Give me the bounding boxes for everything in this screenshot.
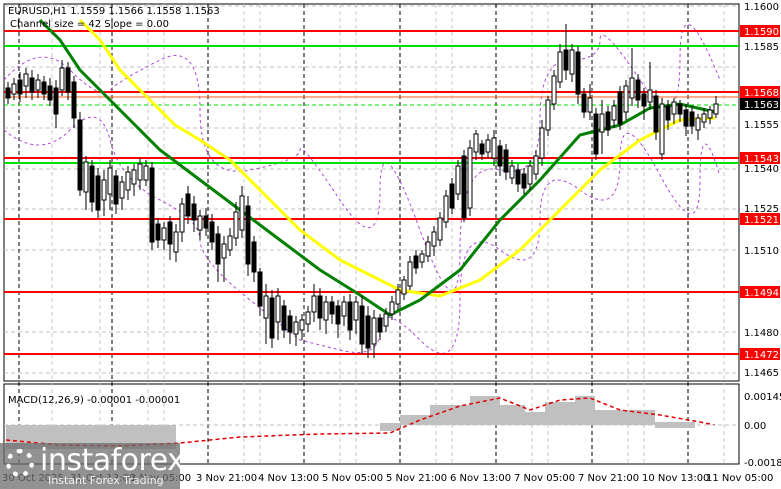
svg-text:1.1585: 1.1585 (744, 42, 779, 53)
svg-text:1.1540: 1.1540 (744, 164, 779, 175)
svg-text:0.00145: 0.00145 (744, 392, 781, 403)
svg-text:-0.00181: -0.00181 (744, 458, 781, 469)
svg-text:7 Nov 21:00: 7 Nov 21:00 (578, 473, 639, 484)
svg-text:1.1555: 1.1555 (744, 120, 779, 131)
svg-text:1.1521: 1.1521 (744, 215, 779, 226)
svg-text:3 Nov 21:00: 3 Nov 21:00 (196, 473, 257, 484)
svg-text:4 Nov 13:00: 4 Nov 13:00 (258, 473, 319, 484)
instaforex-watermark: instaforex Instant Forex Trading (0, 443, 185, 489)
macd-label: MACD(12,26,9) -0.00001 -0.00001 (8, 395, 180, 406)
svg-text:7 Nov 05:00: 7 Nov 05:00 (514, 473, 575, 484)
svg-text:1.1510: 1.1510 (744, 246, 779, 257)
gear-logo-icon (6, 449, 34, 477)
svg-text:1.1563: 1.1563 (744, 100, 779, 111)
svg-text:10 Nov 13:00: 10 Nov 13:00 (642, 473, 709, 484)
macd-axis: 0.00145 0.00 -0.00181 (744, 392, 781, 469)
svg-text:0.00: 0.00 (744, 421, 766, 432)
price-candles (5, 24, 719, 358)
support-resistance-levels (4, 30, 739, 355)
svg-text:1.1480: 1.1480 (744, 328, 779, 339)
svg-text:11 Nov 05:00: 11 Nov 05:00 (706, 473, 773, 484)
svg-text:1.1465: 1.1465 (744, 368, 779, 379)
svg-text:5 Nov 21:00: 5 Nov 21:00 (386, 473, 447, 484)
svg-text:1.1543: 1.1543 (744, 154, 779, 165)
svg-text:1.1494: 1.1494 (744, 288, 779, 299)
svg-text:5 Nov 05:00: 5 Nov 05:00 (322, 473, 383, 484)
price-level-badges: 1.1590 1.1568 1.1563 1.1543 1.1521 1.149… (740, 25, 780, 361)
slow-moving-average (78, 18, 716, 298)
svg-text:1.1525: 1.1525 (744, 204, 779, 215)
svg-text:1.1472: 1.1472 (744, 350, 779, 361)
channel-info-label: Channel size = 42 Slope = 0.00 (10, 19, 169, 30)
svg-text:1.1568: 1.1568 (744, 88, 779, 99)
svg-text:1.1600: 1.1600 (744, 2, 779, 13)
price-axis: 1.1600 1.1585 1.1555 1.1540 1.1525 1.151… (744, 2, 779, 379)
svg-text:6 Nov 13:00: 6 Nov 13:00 (450, 473, 511, 484)
symbol-ohlc-label: EURUSD,H1 1.1559 1.1566 1.1558 1.1563 (8, 6, 220, 17)
watermark-tagline: Instant Forex Trading (48, 474, 164, 487)
svg-text:1.1590: 1.1590 (744, 27, 779, 38)
watermark-brand: instaforex (40, 443, 185, 478)
